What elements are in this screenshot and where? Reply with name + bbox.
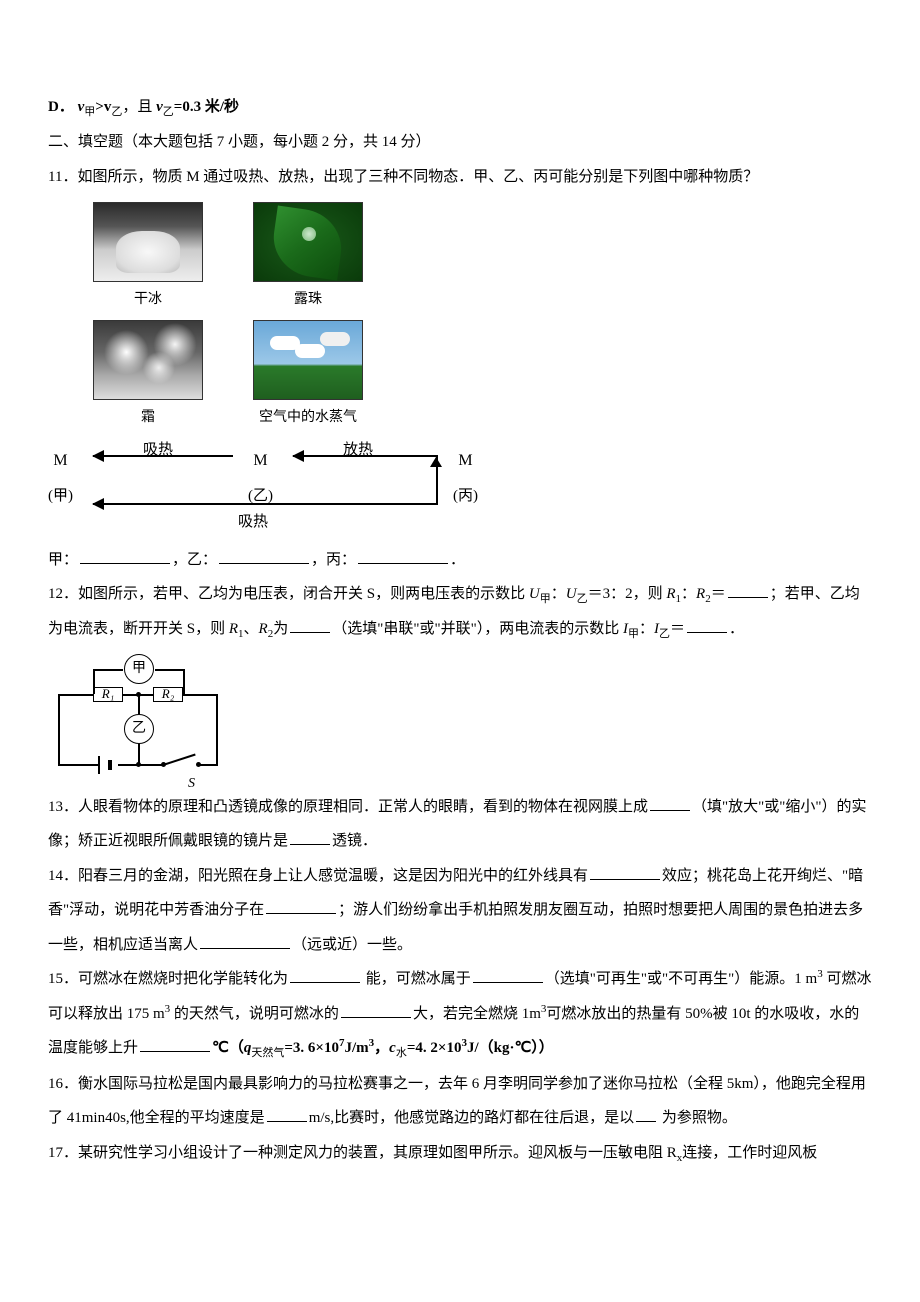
diagram-m-yi: M (248, 443, 273, 480)
blank-q14-3[interactable] (200, 934, 290, 949)
blank-q15-2[interactable] (473, 968, 543, 983)
diagram-m-bing: M (453, 443, 478, 480)
caption-vapor: 空气中的水蒸气 (259, 402, 357, 434)
blank-bing[interactable] (358, 549, 448, 564)
blank-r-ratio[interactable] (728, 583, 768, 598)
caption-frost: 霜 (141, 402, 155, 434)
blank-q16-1[interactable] (267, 1107, 307, 1122)
caption-dew: 露珠 (294, 284, 322, 316)
circuit-r1: R₁ (102, 679, 114, 709)
image-cell-dryice: 干冰 (88, 202, 208, 316)
circuit-r2: R₂ (162, 679, 174, 709)
q12-stem: 12．如图所示，若甲、乙均为电压表，闭合开关 S，则两电压表的示数比 U甲：U乙… (48, 577, 872, 648)
image-cell-frost: 霜 (88, 320, 208, 434)
image-row: 干冰 露珠 (88, 202, 872, 316)
blank-q16-2[interactable] (636, 1107, 656, 1122)
blank-q15-4[interactable] (140, 1037, 210, 1052)
frost-image (93, 320, 203, 400)
q11-answer-line: 甲：，乙：，丙：． (48, 543, 872, 578)
blank-yi[interactable] (219, 549, 309, 564)
diagram-m-jia: M (48, 443, 73, 480)
blank-jia[interactable] (80, 549, 170, 564)
q14-stem: 14．阳春三月的金湖，阳光照在身上让人感觉温暖，这是因为阳光中的红外线具有效应；… (48, 859, 872, 963)
blank-q14-2[interactable] (266, 899, 336, 914)
q17-stem: 17．某研究性学习小组设计了一种测定风力的装置，其原理如图甲所示。迎风板与一压敏… (48, 1136, 872, 1171)
blank-q13-1[interactable] (650, 796, 690, 811)
blank-q15-1[interactable] (290, 968, 360, 983)
circuit-meter-yi: 乙 (132, 713, 146, 745)
image-row: 霜 空气中的水蒸气 (88, 320, 872, 434)
image-cell-vapor: 空气中的水蒸气 (248, 320, 368, 434)
q11-stem: 11．如图所示，物质 M 通过吸热、放热，出现了三种不同物态．甲、乙、丙可能分别… (48, 160, 872, 195)
q16-stem: 16．衡水国际马拉松是国内最具影响力的马拉松赛事之一，去年 6 月李明同学参加了… (48, 1067, 872, 1136)
image-cell-dew: 露珠 (248, 202, 368, 316)
blank-i-ratio[interactable] (687, 618, 727, 633)
circuit-switch-label: S (188, 768, 195, 800)
blank-q15-3[interactable] (341, 1003, 411, 1018)
q12-circuit-diagram: R₁ R₂ 甲 乙 S (48, 654, 228, 784)
dew-image (253, 202, 363, 282)
blank-q13-2[interactable] (290, 830, 330, 845)
arrow-up-head (430, 457, 442, 467)
q11-image-grid: 干冰 露珠 霜 空气中的水蒸气 (88, 202, 872, 434)
option-d-line: D． v甲>v乙，且 v乙=0.3 米/秒 (48, 90, 872, 125)
dryice-image (93, 202, 203, 282)
q15-stem: 15．可燃冰在燃烧时把化学能转化为 能，可燃冰属于（选填"可再生"或"不可再生"… (48, 962, 872, 1066)
blank-q14-1[interactable] (590, 865, 660, 880)
label-fangre: 放热 (343, 433, 373, 468)
blank-connection[interactable] (290, 618, 330, 633)
q13-stem: 13．人眼看物体的原理和凸透镜成像的原理相同．正常人的眼睛，看到的物体在视网膜上… (48, 790, 872, 859)
section-2-heading: 二、填空题（本大题包括 7 小题，每小题 2 分，共 14 分） (48, 125, 872, 160)
label-xire-2: 吸热 (238, 505, 268, 540)
label-xire-1: 吸热 (143, 433, 173, 468)
caption-dryice: 干冰 (134, 284, 162, 316)
vapor-image (253, 320, 363, 400)
circuit-meter-jia: 甲 (132, 653, 146, 685)
diagram-label-bing: (丙) (453, 479, 478, 514)
q11-state-diagram: M (甲) M (乙) M (丙) 吸热 放热 吸热 (48, 443, 508, 543)
diagram-label-jia: (甲) (48, 479, 73, 514)
